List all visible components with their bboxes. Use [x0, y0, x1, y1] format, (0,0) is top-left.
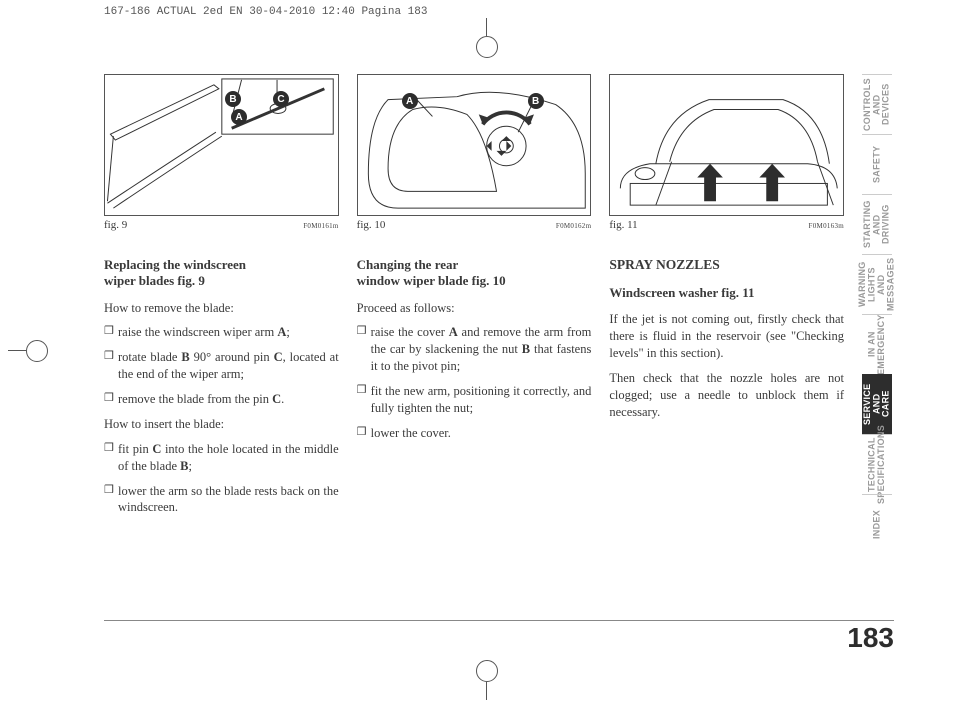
section-heading: SPRAY NOZZLES: [609, 257, 844, 273]
figure-illustration: B C A: [104, 74, 339, 216]
figure-code: F0M0161m: [303, 222, 338, 230]
figure-code: F0M0162m: [556, 222, 591, 230]
crop-mark: [486, 18, 487, 36]
list-item: fit the new arm, positioning it correctl…: [357, 383, 592, 417]
list-item: rotate blade B 90° around pin C, located…: [104, 349, 339, 383]
section-title: Windscreen washer fig. 11: [609, 285, 844, 301]
list-item: raise the cover A and remove the arm fro…: [357, 324, 592, 375]
paragraph: How to insert the blade:: [104, 416, 339, 433]
crop-mark: [8, 350, 26, 351]
figure-label: fig. 10: [357, 219, 386, 231]
page-rule: [104, 620, 894, 621]
column: B C Afig. 9 F0M0161m Replacing the windscree…: [104, 74, 339, 524]
column: ABfig. 10F0M0162mChanging the rearwindow…: [357, 74, 592, 524]
section-tab[interactable]: STARTINGAND DRIVING: [862, 194, 892, 254]
section-tab[interactable]: IN ANEMERGENCY: [862, 314, 892, 374]
main-content: B C Afig. 9 F0M0161m Replacing the windscree…: [104, 74, 844, 524]
section-tab[interactable]: TECHNICALSPECIFICATIONS: [862, 434, 892, 494]
paragraph: Proceed as follows:: [357, 300, 592, 317]
section-title: Changing the rearwindow wiper blade fig.…: [357, 257, 592, 290]
section-tab[interactable]: INDEX: [862, 494, 892, 554]
figure-illustration: AB: [357, 74, 592, 216]
list-item: raise the windscreen wiper arm A;: [104, 324, 339, 341]
list-item: remove the blade from the pin C.: [104, 391, 339, 408]
figure-caption-row: fig. 11 F0M0163m: [609, 219, 844, 231]
paragraph: Then check that the nozzle holes are not…: [609, 370, 844, 421]
page-number: 183: [847, 622, 894, 654]
figure-label: fig. 9: [104, 219, 127, 231]
crop-mark: [486, 682, 487, 700]
section-title: Replacing the windscreenwiper blades fig…: [104, 257, 339, 290]
figure-marker: B: [225, 91, 241, 107]
figure-caption-row: fig. 10 F0M0162m: [357, 219, 592, 231]
figure-marker: C: [273, 91, 289, 107]
prepress-header: 167-186 ACTUAL 2ed EN 30-04-2010 12:40 P…: [104, 6, 427, 18]
figure-label: fig. 11: [609, 219, 637, 231]
section-tabs: CONTROLSAND DEVICESSAFETYSTARTINGAND DRI…: [862, 74, 892, 554]
figure-marker: A: [402, 93, 418, 109]
section-tab[interactable]: CONTROLSAND DEVICES: [862, 74, 892, 134]
section-tab[interactable]: SAFETY: [862, 134, 892, 194]
paragraph: If the jet is not coming out, firstly ch…: [609, 311, 844, 362]
list-item: lower the arm so the blade rests back on…: [104, 483, 339, 517]
figure-caption-row: fig. 9 F0M0161m: [104, 219, 339, 231]
paragraph: How to remove the blade:: [104, 300, 339, 317]
column: fig. 11 F0M0163m SPRAY NOZZLES Windscreen w…: [609, 74, 844, 524]
figure-marker: B: [528, 93, 544, 109]
list-item: lower the cover.: [357, 425, 592, 442]
figure-marker: A: [231, 109, 247, 125]
figure-code: F0M0163m: [809, 222, 844, 230]
section-tab[interactable]: WARNINGLIGHTS ANDMESSAGES: [862, 254, 892, 314]
list-item: fit pin C into the hole located in the m…: [104, 441, 339, 475]
figure-illustration: [609, 74, 844, 216]
